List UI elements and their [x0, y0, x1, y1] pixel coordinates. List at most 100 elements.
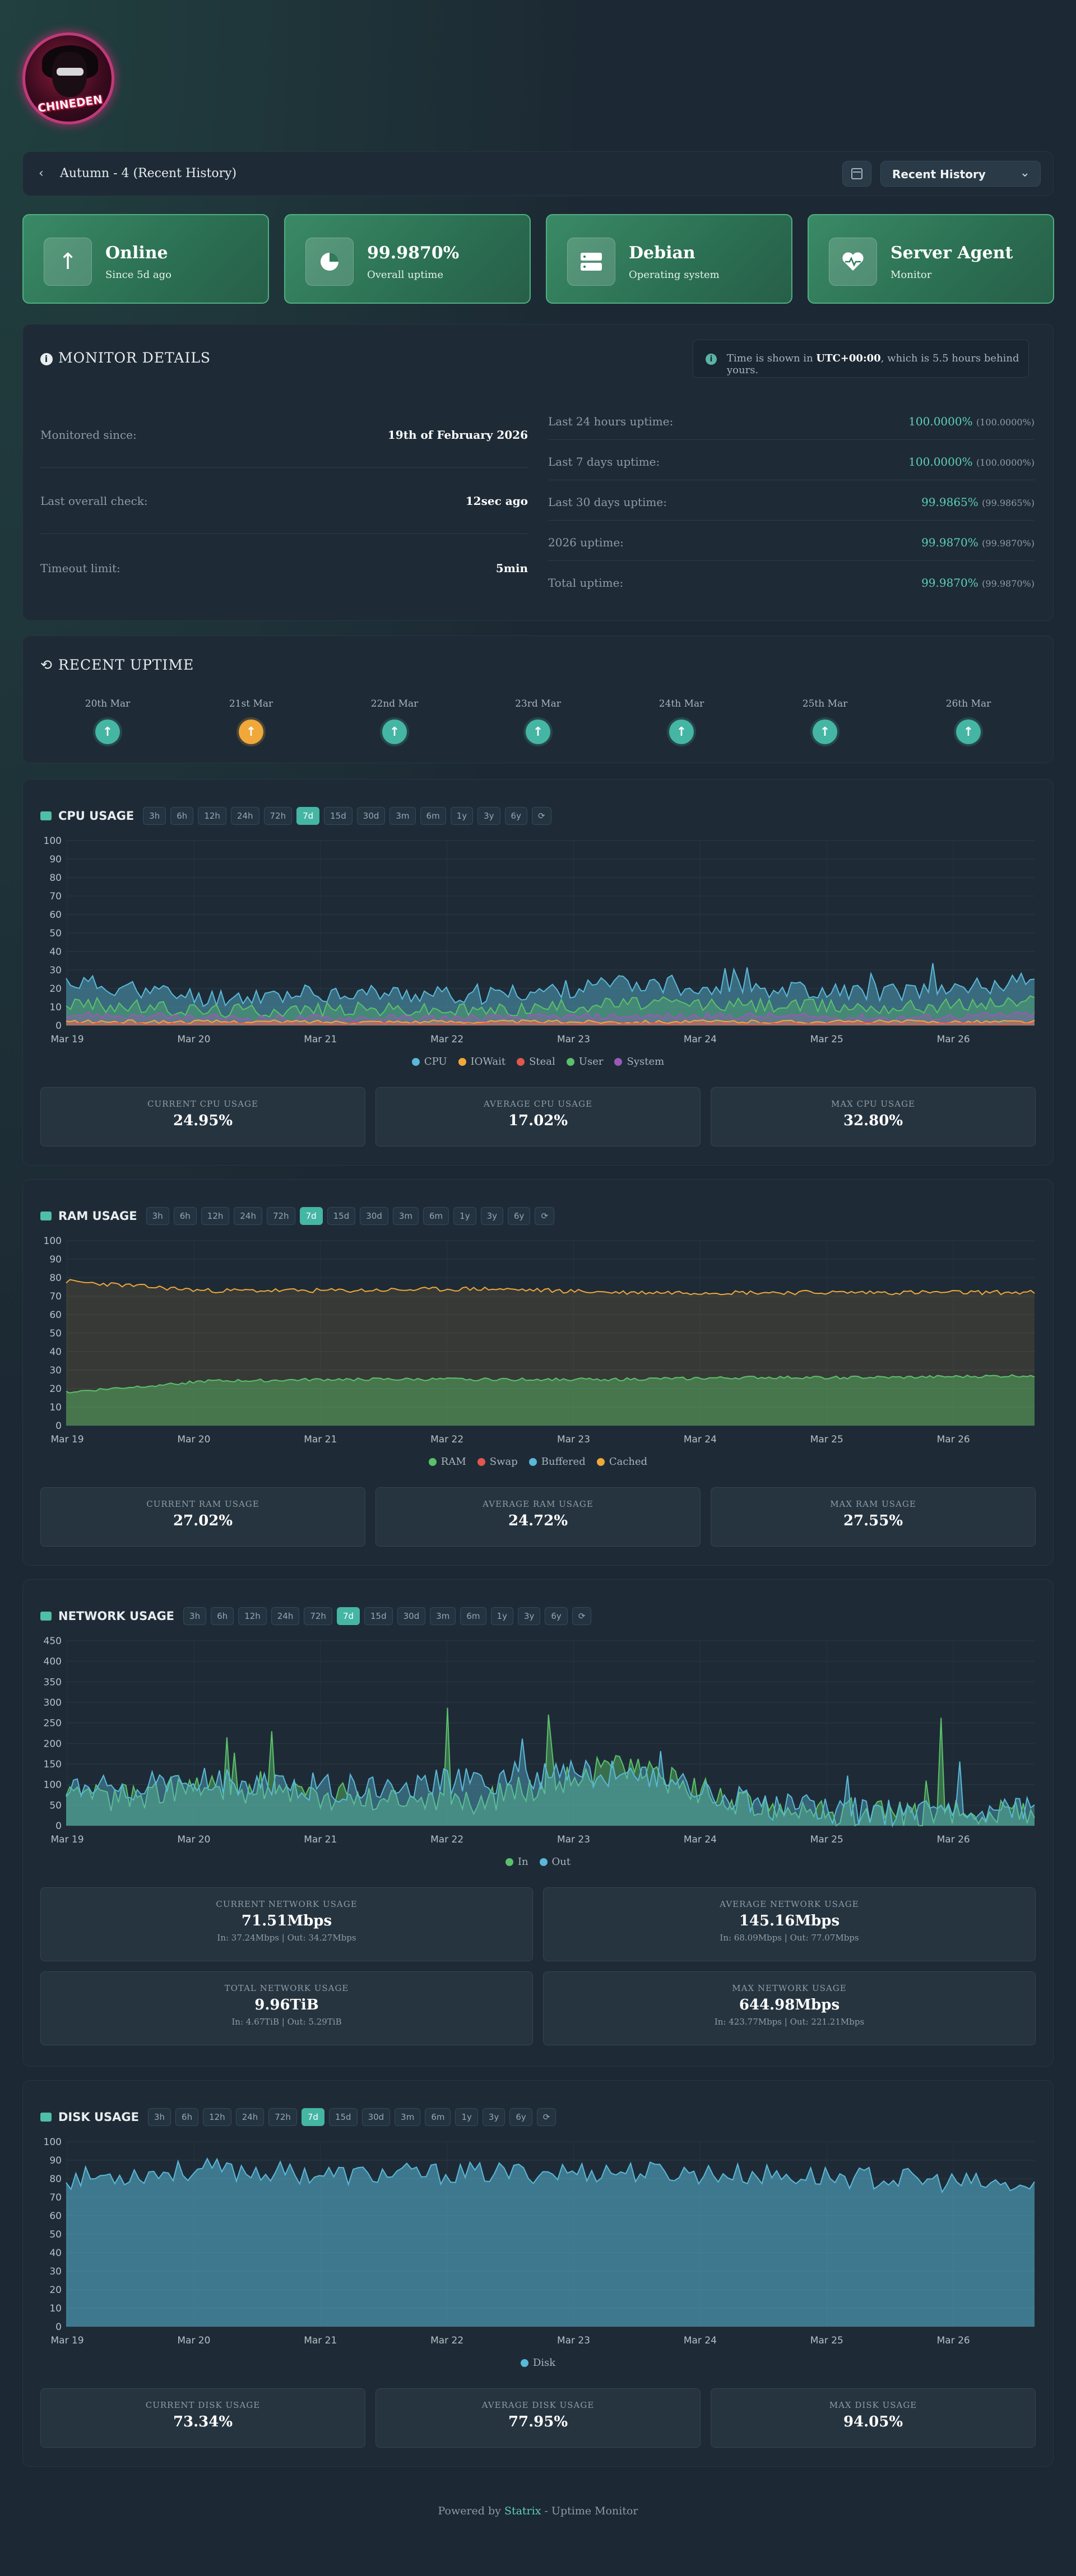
y-tick-label: 0 — [55, 1020, 62, 1032]
disk-range-7d[interactable]: 7d — [301, 2108, 324, 2126]
ram-range-72h[interactable]: 72h — [266, 1207, 295, 1225]
detail-uptime-year: 2026 uptime: 99.9870% (99.9870%) — [548, 536, 1035, 549]
heartbeat-icon — [829, 238, 877, 286]
disk-range-3h[interactable]: 3h — [147, 2108, 171, 2126]
series-area-user — [66, 996, 1035, 1025]
history-select[interactable]: Recent History ⌄ — [880, 161, 1041, 187]
recent-day[interactable]: 21st Mar ↑ — [217, 698, 285, 744]
net-range-6h[interactable]: 6h — [211, 1607, 234, 1625]
series-line-out — [66, 1738, 1035, 1828]
disk-range-6y[interactable]: 6y — [509, 2108, 532, 2126]
disk-range-12h[interactable]: 12h — [203, 2108, 231, 2126]
net-range-3h[interactable]: 3h — [183, 1607, 207, 1625]
net-range-6y[interactable]: 6y — [545, 1607, 568, 1625]
net-range-6m[interactable]: 6m — [460, 1607, 486, 1625]
recent-uptime-title: ⟲ RECENT UPTIME — [40, 657, 194, 673]
disk-range-6m[interactable]: 6m — [425, 2108, 451, 2126]
net-range-3m[interactable]: 3m — [430, 1607, 456, 1625]
chevron-left-icon[interactable]: ‹ — [39, 166, 44, 180]
metric-value: 77.95% — [508, 2413, 568, 2430]
ram-range-6y[interactable]: 6y — [508, 1207, 531, 1225]
metric-box: AVERAGE CPU USAGE 17.02% — [375, 1087, 701, 1147]
cpu-range-1y[interactable]: 1y — [450, 807, 474, 825]
ram-chart: 0 10 20 30 40 50 60 70 80 90 100 Mar 19 Mar 20 Mar 21… — [44, 1236, 1035, 1445]
net-range-24h[interactable]: 24h — [271, 1607, 300, 1625]
ram-range-24h[interactable]: 24h — [234, 1207, 262, 1225]
disk-range-24h[interactable]: 24h — [235, 2108, 265, 2126]
ram-range-30d[interactable]: 30d — [360, 1207, 388, 1225]
disk-range-1y[interactable]: 1y — [455, 2108, 478, 2126]
ram-range-3h[interactable]: 3h — [146, 1207, 169, 1225]
cpu-range-6h[interactable]: 6h — [170, 807, 194, 825]
metric-value: 71.51Mbps — [241, 1913, 332, 1929]
refresh-icon[interactable]: ⟳ — [572, 1607, 592, 1625]
recent-day[interactable]: 25th Mar ↑ — [791, 698, 859, 744]
metric-sub: In: 423.77Mbps | Out: 221.21Mbps — [714, 2017, 865, 2027]
legend-item[interactable]: RAM — [428, 1456, 466, 1468]
cpu-range-24h[interactable]: 24h — [230, 807, 259, 825]
recent-day[interactable]: 26th Mar ↑ — [935, 698, 1002, 744]
cpu-range-6y[interactable]: 6y — [504, 807, 527, 825]
cpu-range-12h[interactable]: 12h — [198, 807, 226, 825]
recent-day[interactable]: 23rd Mar ↑ — [504, 698, 572, 744]
cpu-range-72h[interactable]: 72h — [263, 807, 293, 825]
legend-item[interactable]: Out — [539, 1856, 571, 1868]
refresh-icon[interactable]: ⟳ — [531, 807, 551, 825]
recent-day[interactable]: 24th Mar ↑ — [648, 698, 715, 744]
cpu-range-6m[interactable]: 6m — [420, 807, 446, 825]
cpu-range-15d[interactable]: 15d — [324, 807, 353, 825]
disk-range-15d[interactable]: 15d — [328, 2108, 358, 2126]
net-range-12h[interactable]: 12h — [238, 1607, 267, 1625]
refresh-icon[interactable]: ⟳ — [536, 2108, 556, 2126]
net-range-15d[interactable]: 15d — [364, 1607, 393, 1625]
ram-range-15d[interactable]: 15d — [327, 1207, 356, 1225]
metric-box: CURRENT NETWORK USAGE 71.51Mbps In: 37.24M… — [40, 1887, 533, 1961]
series-line-system — [66, 1010, 1035, 1023]
net-range-1y[interactable]: 1y — [490, 1607, 513, 1625]
cpu-range-7d[interactable]: 7d — [296, 807, 320, 825]
disk-range-3m[interactable]: 3m — [395, 2108, 421, 2126]
ram-range-3y[interactable]: 3y — [480, 1207, 504, 1225]
legend-item[interactable]: Buffered — [528, 1456, 586, 1468]
refresh-icon[interactable]: ⟳ — [535, 1207, 555, 1225]
disk-range-72h[interactable]: 72h — [268, 2108, 297, 2126]
legend-label: System — [627, 1056, 665, 1067]
ram-range-12h[interactable]: 12h — [201, 1207, 230, 1225]
legend-item[interactable]: Swap — [477, 1456, 518, 1468]
cpu-range-3m[interactable]: 3m — [389, 807, 416, 825]
cpu-range-3h[interactable]: 3h — [143, 807, 166, 825]
metric-sub: In: 37.24Mbps | Out: 34.27Mbps — [217, 1933, 356, 1943]
calendar-button[interactable] — [842, 161, 871, 187]
disk-range-6h[interactable]: 6h — [175, 2108, 199, 2126]
legend-item[interactable]: Disk — [520, 2357, 555, 2369]
ram-range-6m[interactable]: 6m — [423, 1207, 449, 1225]
disk-range-3y[interactable]: 3y — [482, 2108, 505, 2126]
footer-brand-link[interactable]: Statrix — [504, 2505, 541, 2517]
x-tick-label: Mar 21 — [304, 1834, 337, 1845]
disk-range-30d[interactable]: 30d — [361, 2108, 391, 2126]
legend-item[interactable]: IOWait — [458, 1056, 505, 1067]
cpu-range-3y[interactable]: 3y — [477, 807, 500, 825]
net-range-72h[interactable]: 72h — [304, 1607, 332, 1625]
cpu-range-30d[interactable]: 30d — [356, 807, 386, 825]
ram-range-7d[interactable]: 7d — [299, 1207, 323, 1225]
metric-title: MAX CPU USAGE — [831, 1099, 916, 1109]
ram-range-3m[interactable]: 3m — [392, 1207, 419, 1225]
net-range-3y[interactable]: 3y — [517, 1607, 541, 1625]
recent-day[interactable]: 20th Mar ↑ — [74, 698, 141, 744]
ram-range-1y[interactable]: 1y — [453, 1207, 476, 1225]
legend-item[interactable]: Steal — [517, 1056, 555, 1067]
legend-item[interactable]: In — [505, 1856, 528, 1868]
ram-range-6h[interactable]: 6h — [173, 1207, 197, 1225]
legend-item[interactable]: User — [566, 1056, 603, 1067]
legend-item[interactable]: System — [614, 1056, 664, 1067]
net-range-7d[interactable]: 7d — [336, 1607, 360, 1625]
legend-item[interactable]: Cached — [596, 1456, 648, 1468]
legend-label: Cached — [609, 1456, 648, 1468]
series-area-disk — [66, 2159, 1035, 2327]
metric-value: 145.16Mbps — [739, 1913, 840, 1929]
recent-day[interactable]: 22nd Mar ↑ — [361, 698, 428, 744]
x-tick-label: Mar 20 — [177, 1834, 210, 1845]
net-range-30d[interactable]: 30d — [397, 1607, 426, 1625]
legend-item[interactable]: CPU — [411, 1056, 447, 1067]
